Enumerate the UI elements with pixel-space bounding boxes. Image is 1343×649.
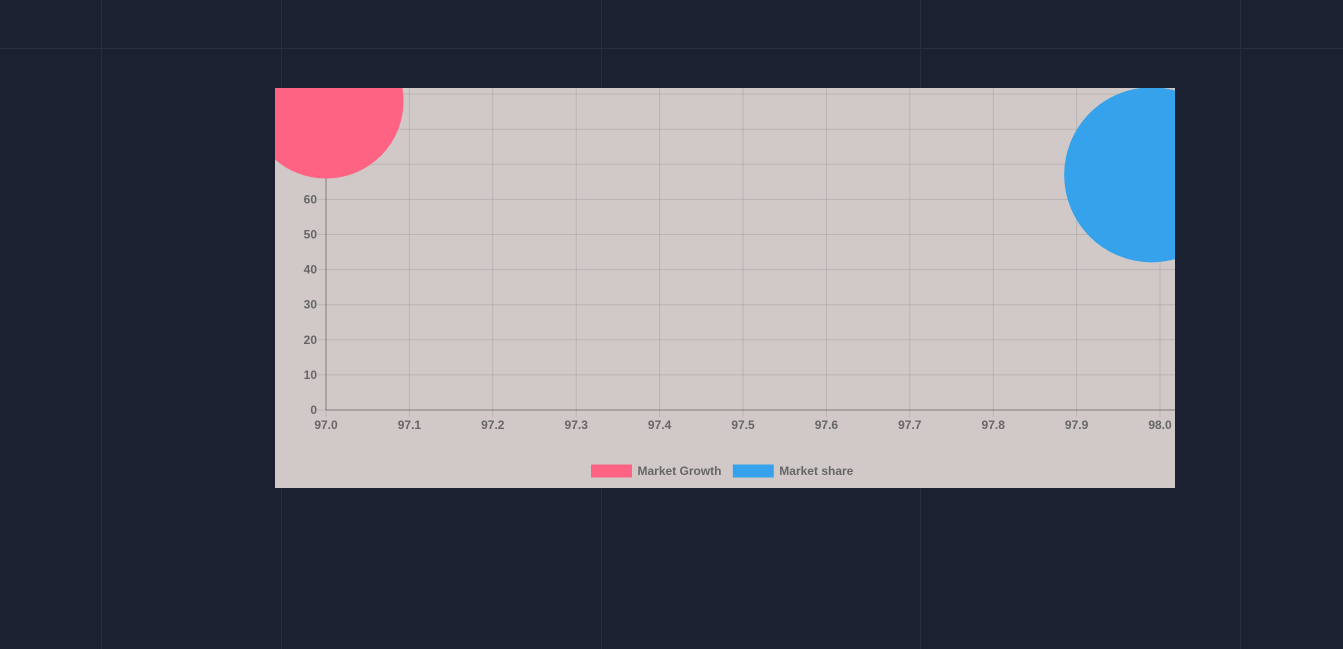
bubble-chart: 0 10 20 30 40 50 60 97.0 97.1 97.2 97.3 97.4 97.5 97.… — [275, 88, 1175, 488]
y-tick-label: 60 — [304, 192, 318, 206]
x-tick-label: 97.1 — [398, 418, 422, 432]
background-gridline — [1240, 0, 1241, 649]
x-tick-label: 97.0 — [314, 418, 338, 432]
y-tick-label: 0 — [310, 403, 317, 417]
bubbles — [275, 88, 1175, 263]
legend-swatch — [732, 464, 774, 478]
axes — [325, 88, 1175, 411]
legend-label: Market Growth — [638, 464, 722, 478]
y-tick-label: 50 — [304, 228, 318, 242]
x-tick-label: 97.2 — [481, 418, 505, 432]
x-tick-label: 97.7 — [898, 418, 922, 432]
x-tick-label: 97.4 — [648, 418, 672, 432]
legend[interactable]: Market Growth Market share — [591, 464, 854, 478]
x-tick-label: 97.8 — [982, 418, 1006, 432]
bubble-point[interactable] — [275, 88, 404, 179]
legend-item[interactable]: Market Growth — [591, 464, 722, 478]
x-tick-label: 97.5 — [731, 418, 755, 432]
y-tick-label: 10 — [304, 368, 318, 382]
bubble-point[interactable] — [1064, 88, 1175, 263]
x-tick-label: 98.0 — [1148, 418, 1172, 432]
background-divider — [0, 48, 1343, 49]
x-tick-label: 97.3 — [565, 418, 589, 432]
y-tick-label: 30 — [304, 298, 318, 312]
chart-canvas: 0 10 20 30 40 50 60 97.0 97.1 97.2 97.3 97.4 97.5 97.… — [275, 88, 1175, 478]
tick-labels: 0 10 20 30 40 50 60 97.0 97.1 97.2 97.3 97.4 97.5 97.… — [304, 192, 1172, 432]
y-tick-label: 20 — [304, 333, 318, 347]
y-tick-label: 40 — [304, 263, 318, 277]
legend-item[interactable]: Market share — [732, 464, 854, 478]
x-tick-label: 97.6 — [815, 418, 839, 432]
x-tick-label: 97.9 — [1065, 418, 1089, 432]
legend-swatch — [591, 464, 632, 478]
background-gridline — [101, 0, 102, 649]
legend-label: Market share — [779, 464, 853, 478]
grid-lines — [318, 88, 1175, 417]
